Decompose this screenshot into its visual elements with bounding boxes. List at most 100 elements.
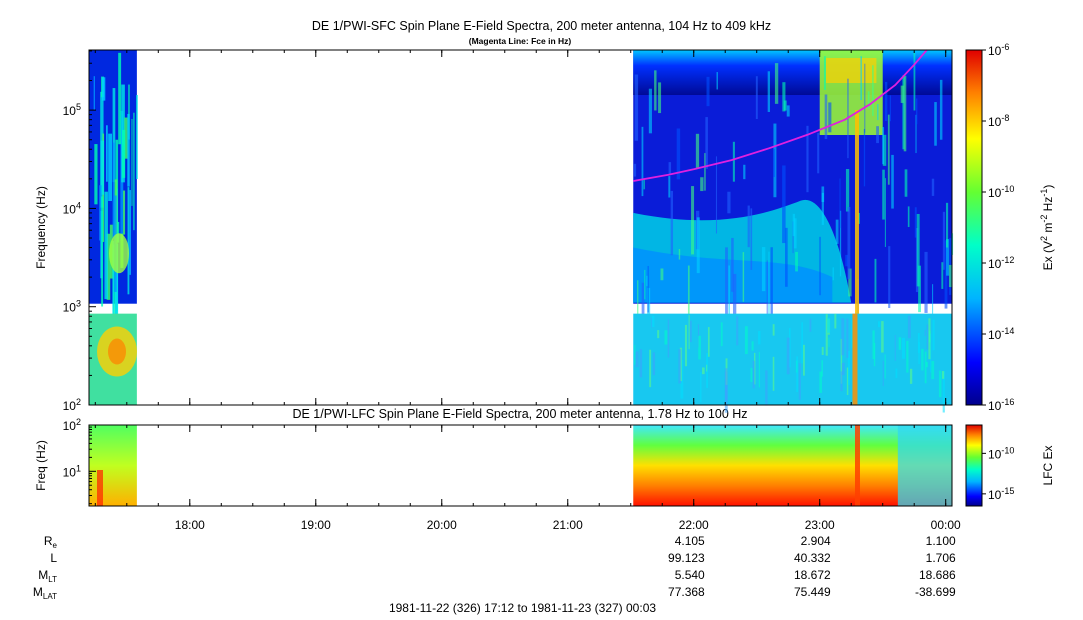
sfc-right-lower-streak [809, 318, 812, 332]
sfc-right-lower-streak [651, 315, 655, 328]
sfc-right-lower-streak [902, 337, 906, 359]
sfc-right-lower-streak [898, 337, 902, 350]
sfc-left-lower-core [108, 338, 126, 365]
sfc-right-streak [743, 164, 746, 180]
sfc-right-streak [767, 71, 770, 112]
sfc-right-streak [832, 267, 834, 281]
ephemeris-value: 18.672 [794, 568, 831, 582]
chart-title-sfc: DE 1/PWI-SFC Spin Plane E-Field Spectra,… [311, 19, 772, 33]
sfc-left-streak [106, 233, 111, 300]
sfc-right-lower-burst [852, 313, 858, 405]
xtick-label: 18:00 [175, 518, 205, 532]
sfc-ytick-label: 102 [63, 397, 81, 413]
sfc-right-streak [646, 275, 648, 287]
sfc-left-streak [99, 185, 102, 241]
sfc-right-lower-streak [877, 321, 881, 328]
sfc-right-lower-streak [827, 317, 831, 333]
sfc-right-streak [845, 169, 850, 212]
sfc-right-streak [889, 95, 891, 122]
sfc-right-streak [907, 206, 910, 228]
sfc-right-streak [691, 186, 695, 255]
sfc-right-streak [891, 154, 894, 209]
sfc-right-streak [696, 217, 700, 274]
sfc-right-streak [670, 190, 674, 256]
sfc-right-lower-streak [700, 372, 702, 403]
sfc-left-streak [113, 244, 116, 348]
sfc-right-lower-streak [906, 340, 909, 373]
sfc-right-lower-streak [840, 338, 843, 384]
sfc-right-lower-streak [938, 370, 942, 398]
sfc-right-streak [728, 265, 730, 343]
sfc-right-streak [731, 237, 734, 292]
sfc-right-lower-streak [917, 332, 920, 354]
sfc-left-streak [112, 88, 116, 183]
xtick-label: 23:00 [805, 518, 835, 532]
ephemeris-label: MLT [38, 568, 57, 584]
sfc-right-streak [716, 72, 718, 90]
sfc-colorbar [965, 49, 983, 406]
sfc-left-streak [101, 196, 104, 307]
lfc-right-tail [897, 425, 952, 506]
sfc-right-lower-streak [652, 352, 656, 376]
lfc-cbar-label: 10-15 [988, 486, 1014, 502]
sfc-right-streak [766, 260, 768, 326]
sfc-right-streak [761, 247, 766, 292]
sfc-right-streak [643, 178, 645, 190]
sfc-right-streak [902, 75, 905, 150]
sfc-right-lower-streak [873, 342, 876, 367]
sfc-right-streak [806, 125, 809, 193]
sfc-right-streak [700, 177, 704, 192]
sfc-cbar-label: 10-12 [988, 255, 1014, 271]
sfc-left-streak [117, 221, 120, 243]
lfc-frame [88, 424, 953, 507]
sfc-right-streak [725, 247, 728, 324]
ephemeris-value: 18.686 [919, 568, 956, 582]
sfc-right-lower-streak [736, 316, 739, 346]
sfc-right-lower-streak [720, 322, 723, 347]
sfc-right-streak [819, 236, 821, 296]
sfc-right-streak [704, 153, 706, 191]
sfc-right-streak [637, 280, 639, 337]
sfc-right-streak [785, 227, 788, 287]
sfc-right-lower-streak [688, 315, 690, 350]
sfc-right-streak [821, 192, 824, 225]
sfc-right-lower-streak [664, 330, 668, 345]
xtick-label: 21:00 [553, 518, 583, 532]
xtick-label: 19:00 [301, 518, 331, 532]
sfc-right-lower-streak [909, 368, 913, 384]
lfc-ylabel: Freq (Hz) [34, 440, 48, 491]
sfc-right-lower-streak [941, 371, 945, 379]
sfc-right-streak [888, 246, 891, 309]
sfc-right-lower-streak [752, 360, 755, 389]
sfc-right-lower-streak [798, 363, 801, 400]
chart-title-lfc: DE 1/PWI-LFC Spin Plane E-Field Spectra,… [292, 407, 748, 421]
sfc-left-streak [127, 113, 130, 187]
sfc-right-lower-streak [678, 349, 682, 384]
sfc-right-streak [887, 114, 890, 185]
sfc-right-lower-streak [834, 313, 837, 329]
sfc-cbar-title: Ex (V2 m-2 Hz-1) [1039, 185, 1055, 271]
sfc-left-streak [118, 52, 122, 145]
sfc-right-streak [633, 163, 637, 177]
sfc-frame [88, 49, 953, 406]
sfc-right-streak [918, 265, 921, 313]
lfc-colorbar [965, 424, 983, 507]
sfc-right-lower-streak [894, 334, 896, 361]
lfc-left-streak [97, 470, 103, 506]
sfc-right-streak [668, 176, 671, 198]
fce-line [633, 49, 928, 182]
sfc-left-streak [108, 133, 113, 201]
sfc-right-streak [945, 202, 949, 248]
sfc-cbar-label: 10-14 [988, 326, 1014, 342]
sfc-right-streak [783, 100, 787, 111]
sfc-right-streak [750, 208, 753, 270]
sfc-right-streak [916, 98, 918, 125]
sfc-right-lower-streak [772, 324, 775, 336]
sfc-right-streak [658, 82, 662, 114]
sfc-left-streak [136, 95, 138, 180]
sfc-right-streak [747, 205, 750, 248]
sfc-right-streak [946, 239, 950, 276]
sfc-right-streak [647, 265, 649, 313]
sfc-right-lower-streak [772, 356, 775, 391]
sfc-right-lower-streak [851, 320, 853, 348]
